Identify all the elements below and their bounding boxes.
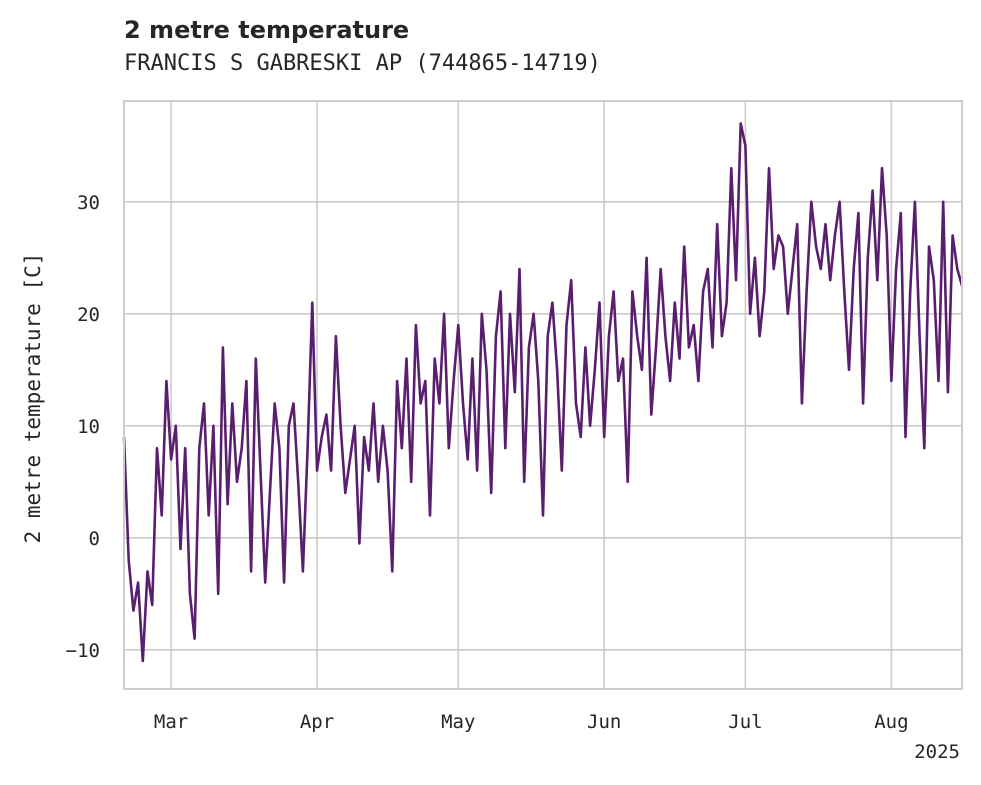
x-offset-label: 2025 <box>914 741 960 763</box>
y-tick-label: 0 <box>89 528 100 550</box>
x-tick-label: Aug <box>874 711 908 733</box>
y-axis-label: 2 metre temperature [C] <box>21 253 45 544</box>
x-tick-label: May <box>441 711 475 733</box>
y-tick-label: 20 <box>77 304 100 326</box>
x-tick-label: Mar <box>154 711 188 733</box>
x-tick-label: Apr <box>300 711 334 733</box>
series-group <box>122 122 964 663</box>
x-tick-label: Jun <box>587 711 621 733</box>
y-tick-label: −10 <box>66 640 100 662</box>
series-line <box>122 122 964 663</box>
y-tick-labels: −10 0 10 20 30 <box>66 192 100 662</box>
chart-title: 2 metre temperature <box>124 16 410 44</box>
plot-frame <box>123 100 963 690</box>
y-tick-label: 30 <box>77 192 100 214</box>
x-tick-label: Jul <box>728 711 762 733</box>
chart-subtitle: FRANCIS S GABRESKI AP (744865-14719) <box>124 51 601 76</box>
y-tick-label: 10 <box>77 416 100 438</box>
grid-lines <box>124 101 962 689</box>
x-tick-labels: Mar Apr May Jun Jul Aug <box>154 711 909 733</box>
